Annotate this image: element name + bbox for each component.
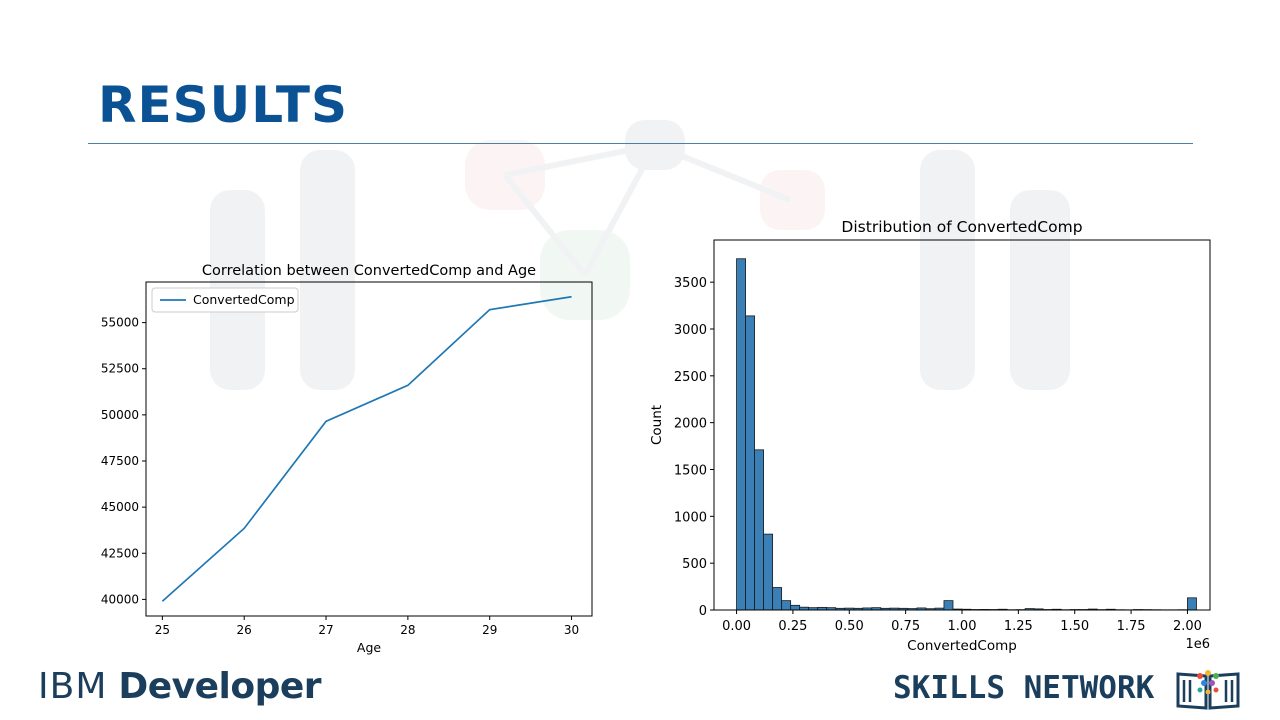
- legend-label: ConvertedComp: [193, 292, 295, 307]
- y-tick-label: 2000: [674, 417, 707, 432]
- histogram-bar: [754, 449, 764, 611]
- y-tick-label: 50000: [101, 408, 139, 422]
- plot-frame: [713, 239, 1211, 611]
- histogram-bar: [763, 533, 774, 611]
- x-tick-label: 29: [482, 623, 497, 637]
- ibm-developer-logo: IBM Developer: [38, 666, 322, 707]
- open-book-icon: [1176, 670, 1240, 710]
- x-tick-label: 27: [318, 623, 333, 637]
- x-tick-label: 28: [400, 623, 415, 637]
- y-tick-label: 0: [699, 604, 707, 619]
- y-tick-label: 1500: [674, 463, 707, 478]
- y-tick-label: 40000: [101, 592, 139, 606]
- x-tick-label: 0.50: [835, 619, 864, 634]
- line-chart: Correlation between ConvertedComp and Ag…: [101, 263, 593, 655]
- histogram-bar: [745, 315, 755, 611]
- x-tick-label: 1.25: [1004, 619, 1033, 634]
- histogram-bar: [943, 600, 954, 611]
- x-axis-label: ConvertedComp: [907, 638, 1017, 654]
- x-tick-label: 0.00: [722, 619, 751, 634]
- x-tick-label: 0.25: [778, 619, 807, 634]
- y-axis-label: Count: [649, 405, 665, 445]
- x-tick-label: 0.75: [891, 619, 920, 634]
- skills-network-wordmark: SKILLS NETWORK: [893, 670, 1155, 706]
- chart-title: Distribution of ConvertedComp: [841, 218, 1082, 236]
- slide-title: RESULTS: [98, 76, 348, 134]
- x-tick-label: 25: [155, 623, 170, 637]
- legend-box: [151, 287, 299, 313]
- chart-title: Correlation between ConvertedComp and Ag…: [202, 263, 536, 279]
- y-tick-label: 2500: [674, 370, 707, 385]
- x-offset-label: 1e6: [1185, 637, 1210, 652]
- x-tick-label: 1.00: [948, 619, 977, 634]
- title-divider: [88, 143, 1193, 144]
- y-tick-label: 42500: [101, 546, 139, 560]
- histogram-bar: [1187, 597, 1197, 611]
- histogram-bar: [781, 600, 792, 611]
- ibm-wordmark: IBM: [38, 666, 108, 707]
- y-tick-label: 1000: [674, 510, 707, 525]
- y-tick-label: 55000: [101, 316, 139, 330]
- histogram-bar: [736, 258, 746, 611]
- y-tick-label: 47500: [101, 454, 139, 468]
- x-tick-label: 30: [564, 623, 579, 637]
- y-tick-label: 3000: [674, 323, 707, 338]
- y-tick-label: 45000: [101, 500, 139, 514]
- histogram-chart: Distribution of ConvertedComp 0.00 0.25 0.5…: [649, 218, 1211, 654]
- y-tick-label: 52500: [101, 362, 139, 376]
- series-line-convertedcomp: [161, 295, 572, 602]
- y-tick-label: 500: [682, 557, 707, 572]
- x-tick-label: 1.75: [1117, 619, 1146, 634]
- developer-wordmark: Developer: [118, 666, 322, 707]
- x-tick-label: 2.00: [1173, 619, 1202, 634]
- x-tick-label: 1.50: [1060, 619, 1089, 634]
- x-tick-label: 26: [237, 623, 252, 637]
- y-tick-label: 3500: [674, 276, 707, 291]
- histogram-bar: [790, 604, 801, 611]
- x-axis-label: Age: [357, 640, 381, 655]
- plot-frame: [145, 281, 593, 617]
- histogram-bar: [772, 587, 783, 611]
